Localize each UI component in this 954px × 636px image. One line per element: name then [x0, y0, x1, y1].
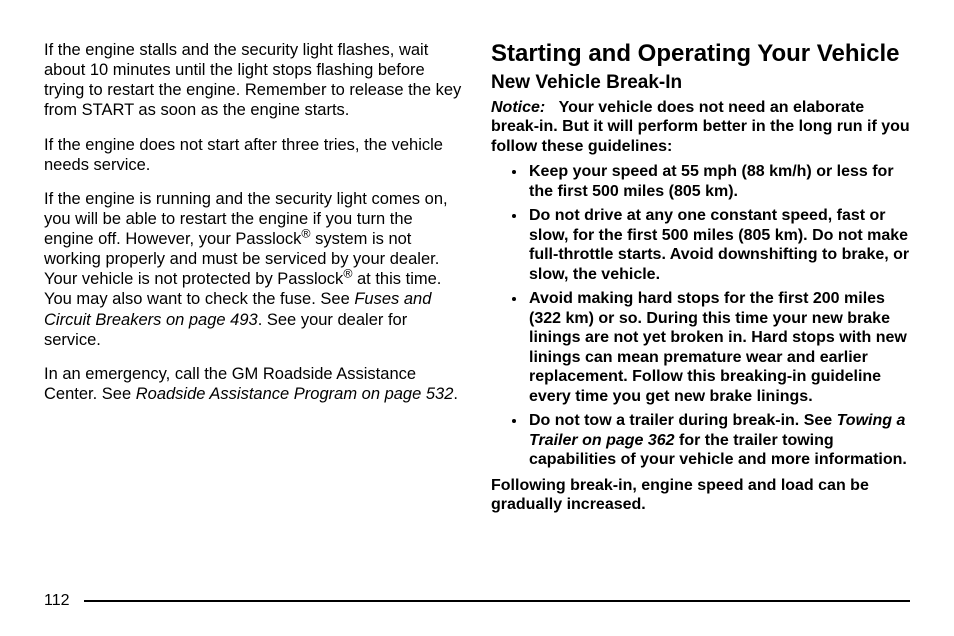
heading-starting-operating: Starting and Operating Your Vehicle — [491, 40, 910, 68]
list-item: Do not tow a trailer during break-in. Se… — [527, 411, 910, 470]
text-segment: Do not tow a trailer during break-in. Se… — [529, 412, 837, 429]
list-item: Keep your speed at 55 mph (88 km/h) or l… — [527, 162, 910, 201]
notice-body: Your vehicle does not need an elaborate … — [491, 99, 910, 155]
para-emergency: In an emergency, call the GM Roadside As… — [44, 364, 463, 404]
notice-label: Notice: — [491, 99, 545, 116]
closing-paragraph: Following break-in, engine speed and loa… — [491, 476, 910, 515]
text-segment: . — [453, 385, 458, 403]
list-item: Do not drive at any one constant speed, … — [527, 206, 910, 284]
para-passlock: If the engine is running and the securit… — [44, 189, 463, 350]
list-item: Avoid making hard stops for the first 20… — [527, 289, 910, 406]
notice-paragraph: Notice: Your vehicle does not need an el… — [491, 98, 910, 157]
guidelines-list: Keep your speed at 55 mph (88 km/h) or l… — [491, 162, 910, 470]
footer-rule — [84, 600, 910, 602]
para-three-tries: If the engine does not start after three… — [44, 135, 463, 175]
para-stall: If the engine stalls and the security li… — [44, 40, 463, 121]
page-number: 112 — [44, 592, 70, 610]
crossref-roadside: Roadside Assistance Program on page 532 — [136, 385, 454, 403]
two-column-layout: If the engine stalls and the security li… — [44, 40, 910, 515]
registered-mark-icon: ® — [301, 227, 310, 241]
heading-break-in: New Vehicle Break-In — [491, 72, 910, 94]
page-footer: 112 — [44, 592, 910, 610]
page: If the engine stalls and the security li… — [0, 0, 954, 636]
left-column: If the engine stalls and the security li… — [44, 40, 463, 515]
right-column: Starting and Operating Your Vehicle New … — [491, 40, 910, 515]
